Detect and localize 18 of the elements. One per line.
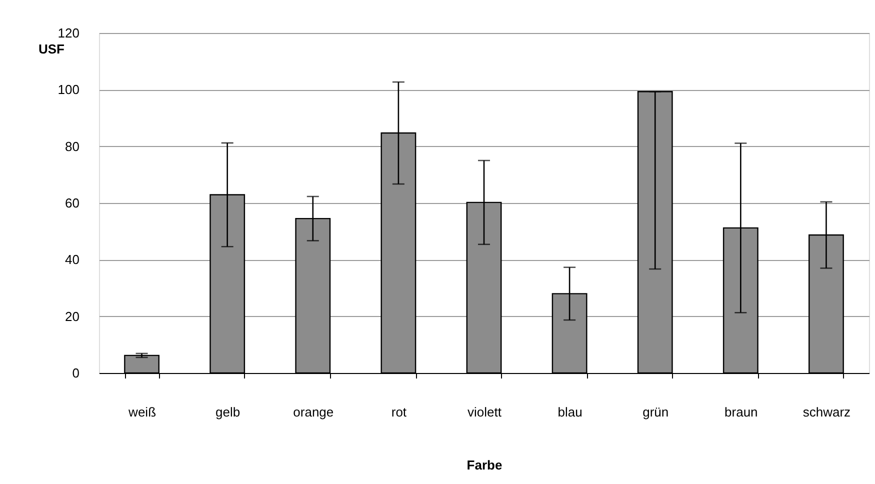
y-tick-label: 20: [65, 308, 80, 324]
x-tick-label: schwarz: [802, 404, 851, 420]
x-axis-title: Farbe: [466, 458, 502, 472]
x-tick-label: grün: [642, 404, 669, 420]
y-tick-label: 40: [65, 252, 80, 268]
x-tick-label: gelb: [216, 404, 240, 420]
y-tick-label: 60: [65, 196, 80, 210]
x-tick-label: rot: [391, 404, 407, 420]
y-tick-label: 80: [65, 138, 80, 154]
y-tick-label: 100: [58, 82, 80, 98]
x-tick-label: orange: [293, 404, 334, 420]
x-tick-label: braun: [724, 404, 758, 420]
y-tick-label: 120: [58, 26, 80, 40]
x-tick-label: violett: [468, 404, 502, 420]
y-tick-label: 0: [72, 366, 80, 380]
y-axis-title: USF: [38, 42, 65, 56]
x-tick-label: blau: [558, 404, 582, 420]
x-tick-label: weiß: [128, 404, 156, 420]
